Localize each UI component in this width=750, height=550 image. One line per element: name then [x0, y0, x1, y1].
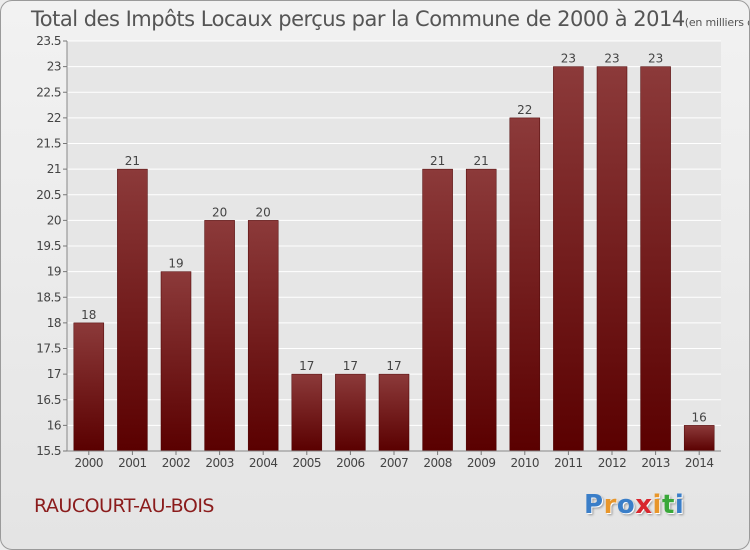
data-label: 23 [604, 52, 619, 66]
data-label: 20 [256, 205, 271, 219]
bar [553, 66, 584, 452]
x-tick-label: 2002 [162, 456, 191, 470]
logo-letter: i [674, 490, 685, 520]
data-label: 16 [692, 410, 707, 424]
x-tick-label: 2005 [293, 456, 322, 470]
y-tick-label: 18 [47, 316, 61, 330]
bar [291, 373, 323, 452]
bar [640, 66, 671, 452]
bar [422, 168, 453, 452]
y-tick-label: 18.5 [36, 290, 61, 304]
y-tick-label: 17 [47, 367, 61, 381]
chart-title-row: Total des Impôts Locaux perçus par la Co… [31, 7, 749, 31]
bar [465, 168, 497, 452]
data-label: 22 [517, 103, 532, 117]
logo-letter: i [652, 490, 662, 520]
data-label: 23 [648, 52, 663, 66]
y-tick-label: 15.5 [36, 444, 61, 458]
bar [160, 271, 192, 452]
y-tick-label: 19 [47, 265, 61, 279]
bar [683, 425, 715, 452]
proxiti-logo[interactable]: Proxiti [584, 490, 684, 520]
logo-letter: r [603, 490, 617, 520]
y-tick-label: 20.5 [36, 188, 61, 202]
data-label: 17 [386, 359, 401, 373]
y-axis-ticks: 15.5 16 16.5 17 17.5 18 18.5 19 19.5 20 20.5 21 21.5… [36, 34, 67, 458]
x-tick-label: 2012 [598, 456, 627, 470]
y-tick-label: 22 [47, 111, 61, 125]
bar [247, 220, 279, 452]
x-tick-label: 2013 [641, 456, 670, 470]
y-tick-label: 23.5 [36, 34, 61, 48]
x-tick-label: 2008 [423, 456, 452, 470]
x-tick-label: 2000 [75, 456, 104, 470]
y-tick-label: 19.5 [36, 239, 61, 253]
unit-note: (en milliers d'€) [684, 16, 749, 29]
data-label: 21 [474, 154, 489, 168]
logo-letter: x [635, 490, 653, 520]
data-label: 21 [430, 154, 445, 168]
data-label: 17 [299, 359, 314, 373]
y-tick-label: 21 [47, 162, 61, 176]
y-tick-label: 16.5 [36, 393, 61, 407]
logo-letter: t [661, 490, 675, 520]
x-tick-label: 2009 [467, 456, 496, 470]
bar [73, 322, 105, 452]
x-tick-label: 2011 [554, 456, 583, 470]
chart-title: Total des Impôts Locaux perçus par la Co… [31, 7, 685, 31]
y-tick-label: 21.5 [36, 137, 61, 151]
data-label: 17 [343, 359, 358, 373]
x-tick-label: 2004 [249, 456, 278, 470]
y-tick-label: 23 [47, 60, 61, 74]
commune-name: RAUCOURT-AU-BOIS [34, 495, 215, 517]
data-label: 19 [168, 257, 183, 271]
x-tick-label: 2014 [685, 456, 714, 470]
data-label: 21 [125, 154, 140, 168]
data-label: 20 [212, 205, 227, 219]
bar [117, 168, 148, 452]
x-tick-label: 2010 [511, 456, 540, 470]
y-tick-label: 17.5 [36, 342, 61, 356]
data-labels: 18 21 19 20 20 17 17 17 21 21 22 23 23 23 16 [81, 52, 707, 425]
x-tick-label: 2003 [205, 456, 234, 470]
bar [509, 117, 541, 452]
y-tick-label: 20 [47, 213, 61, 227]
y-tick-label: 22.5 [36, 85, 61, 99]
y-tick-label: 16 [47, 418, 61, 432]
bar [204, 220, 235, 452]
logo-letter: P [584, 490, 604, 520]
bar [378, 373, 410, 452]
bar [596, 66, 628, 452]
data-label: 23 [561, 52, 576, 66]
x-tick-label: 2007 [380, 456, 409, 470]
logo-letter: o [616, 490, 636, 520]
x-tick-label: 2006 [336, 456, 365, 470]
x-tick-label: 2001 [118, 456, 147, 470]
x-axis-ticks: 2000 2001 2002 2003 2004 2005 2006 2007 2008 2009… [75, 451, 714, 470]
bars [73, 66, 715, 452]
bar [335, 373, 366, 452]
data-label: 18 [81, 308, 96, 322]
